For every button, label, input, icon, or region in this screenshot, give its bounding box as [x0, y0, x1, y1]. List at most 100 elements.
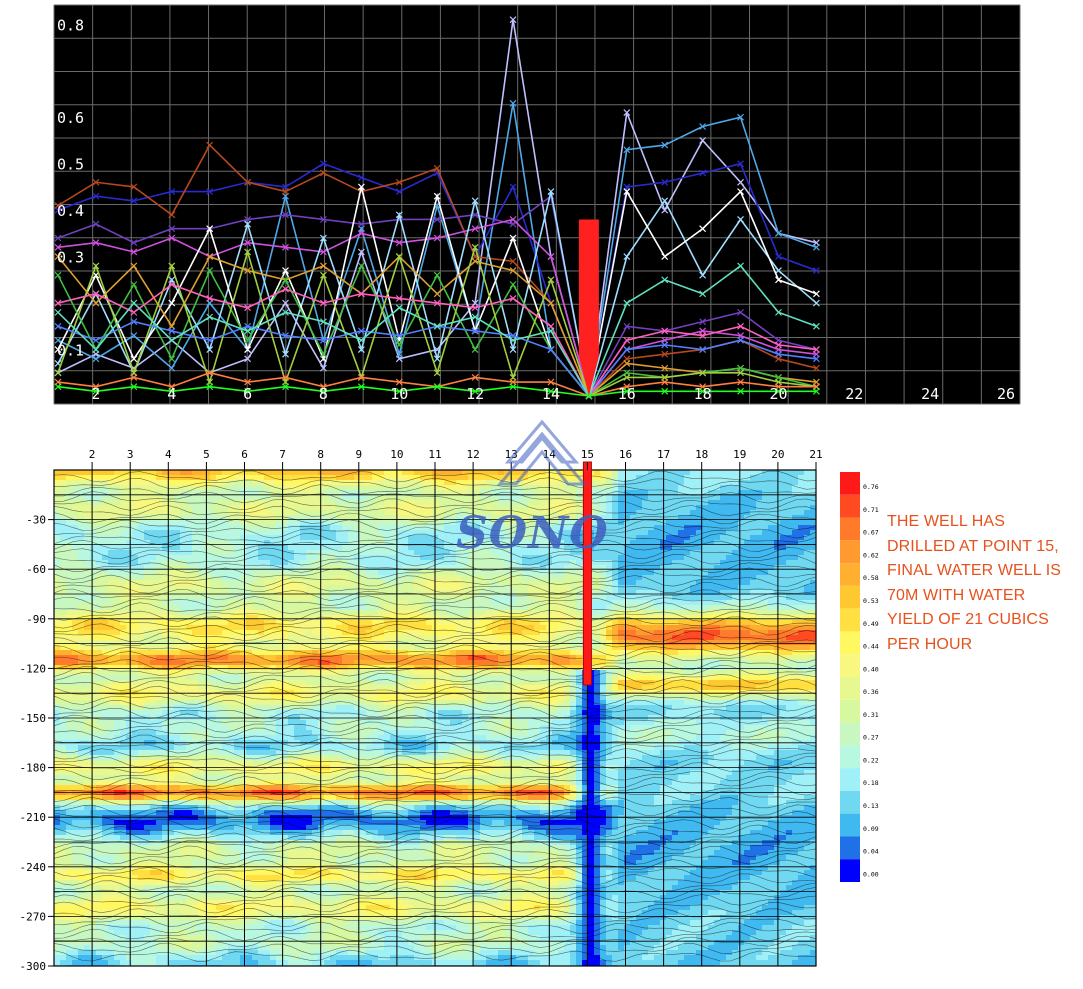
contour-cell — [252, 685, 259, 691]
contour-cell — [114, 590, 121, 596]
contour-cell — [306, 720, 313, 726]
contour-cell — [156, 875, 163, 881]
contour-cell — [312, 665, 319, 671]
contour-cell — [264, 850, 271, 856]
contour-cell — [318, 720, 325, 726]
contour-cell — [240, 655, 247, 661]
contour-cell — [150, 750, 157, 756]
contour-cell — [138, 650, 145, 656]
contour-cell — [90, 470, 97, 476]
contour-cell — [96, 600, 103, 606]
line-chart: 2 4 6 8 10 12 14 16 18 20 22 24 26 0.10.30.40.50.60.… — [53, 4, 1021, 405]
contour-cell — [72, 775, 79, 781]
contour-cell — [204, 530, 211, 536]
contour-cell — [84, 540, 91, 546]
contour-cell — [72, 470, 79, 476]
contour-cell — [96, 875, 103, 881]
contour-cell — [144, 670, 151, 676]
contour-cell — [150, 855, 157, 861]
contour-cell — [312, 945, 319, 951]
contour-cell — [96, 535, 103, 541]
contour-cell — [192, 750, 199, 756]
contour-cell — [270, 790, 277, 796]
contour-cell — [228, 640, 235, 646]
contour-cell — [210, 490, 217, 496]
contour-cell — [54, 500, 61, 506]
contour-cell — [174, 580, 181, 586]
contour-cell — [198, 475, 205, 481]
contour-cell — [228, 820, 235, 826]
contour-cell — [234, 645, 241, 651]
contour-cell — [240, 930, 247, 936]
contour-cell — [222, 685, 229, 691]
contour-cell — [306, 850, 313, 856]
contour-cell — [186, 680, 193, 686]
contour-cell — [132, 795, 139, 801]
contour-cell — [222, 520, 229, 526]
contour-cell — [126, 505, 133, 511]
contour-cell — [204, 655, 211, 661]
contour-cell — [312, 640, 319, 646]
contour-cell — [240, 740, 247, 746]
contour-cell — [252, 960, 259, 966]
contour-cell — [114, 850, 121, 856]
contour-cell — [144, 510, 151, 516]
contour-cell — [126, 510, 133, 516]
contour-cell — [258, 645, 265, 651]
contour-cell — [234, 480, 241, 486]
contour-cell — [270, 900, 277, 906]
contour-cell — [306, 825, 313, 831]
contour-cell — [306, 820, 313, 826]
contour-cell — [126, 685, 133, 691]
contour-cell — [282, 675, 289, 681]
contour-cell — [168, 505, 175, 511]
contour-cell — [66, 880, 73, 886]
contour-cell — [78, 630, 85, 636]
contour-cell — [138, 710, 145, 716]
contour-cell — [276, 515, 283, 521]
contour-cell — [90, 900, 97, 906]
contour-cell — [132, 845, 139, 851]
contour-cell — [210, 945, 217, 951]
contour-cell — [258, 640, 265, 646]
contour-cell — [114, 945, 121, 951]
contour-cell — [258, 620, 265, 626]
contour-cell — [168, 675, 175, 681]
contour-cell — [120, 575, 127, 581]
contour-cell — [60, 610, 67, 616]
contour-cell — [264, 880, 271, 886]
contour-cell — [108, 680, 115, 686]
contour-cell — [246, 755, 253, 761]
contour-cell — [114, 550, 121, 556]
contour-cell — [324, 600, 331, 606]
contour-cell — [324, 505, 331, 511]
contour-cell — [186, 785, 193, 791]
contour-cell — [204, 750, 211, 756]
contour-cell — [138, 570, 145, 576]
contour-cell — [300, 935, 307, 941]
contour-cell — [84, 710, 91, 716]
contour-cell — [78, 825, 85, 831]
contour-cell — [60, 795, 67, 801]
contour-cell — [312, 615, 319, 621]
contour-cell — [78, 660, 85, 666]
contour-cell — [138, 490, 145, 496]
contour-cell — [120, 555, 127, 561]
contour-cell — [252, 565, 259, 571]
contour-cell — [54, 605, 61, 611]
contour-cell — [174, 950, 181, 956]
contour-cell — [168, 835, 175, 841]
contour-cell — [126, 530, 133, 536]
contour-cell — [174, 955, 181, 961]
contour-cell — [234, 630, 241, 636]
contour-cell — [162, 645, 169, 651]
contour-cell — [66, 825, 73, 831]
contour-cell — [114, 545, 121, 551]
contour-cell — [300, 910, 307, 916]
contour-cell — [60, 845, 67, 851]
contour-cell — [216, 525, 223, 531]
contour-cell — [144, 860, 151, 866]
contour-cell — [144, 615, 151, 621]
contour-cell — [162, 680, 169, 686]
contour-cell — [180, 505, 187, 511]
